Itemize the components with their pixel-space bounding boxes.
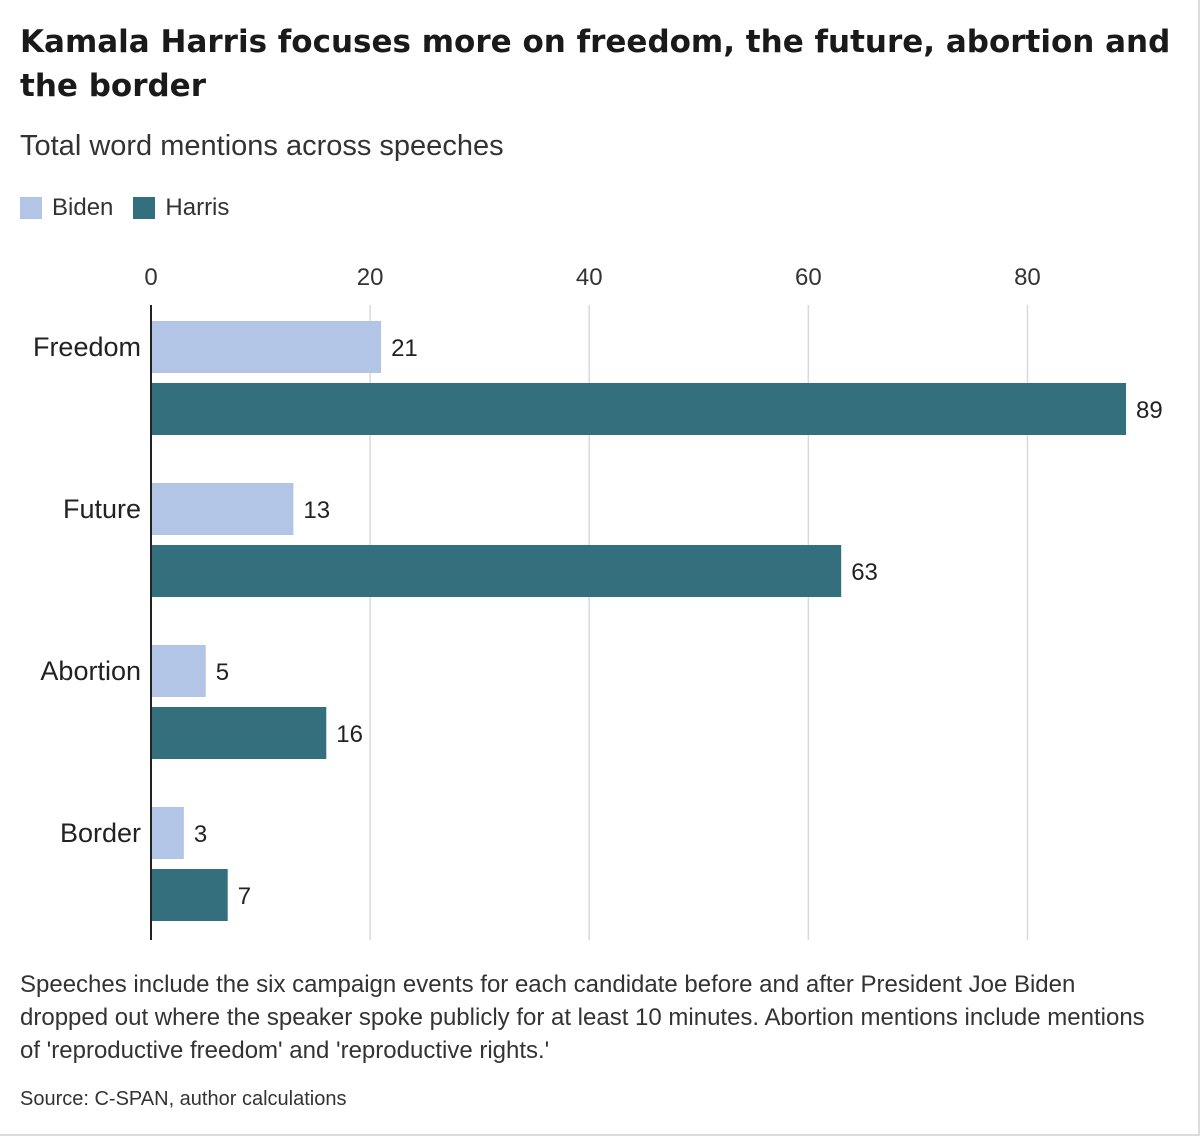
data-label-biden: 5 <box>216 659 229 686</box>
bar-biden-freedom <box>151 321 382 373</box>
x-tick-label: 80 <box>1014 264 1041 291</box>
category-label: Abortion <box>40 656 141 686</box>
bar-biden-border <box>151 807 184 859</box>
legend-item-harris: Harris <box>133 194 229 222</box>
bar-harris-border <box>151 869 228 921</box>
chart-subtitle: Total word mentions across speeches <box>20 130 504 162</box>
bar-harris-abortion <box>151 707 327 759</box>
legend-swatch-harris <box>133 197 156 219</box>
bar-harris-freedom <box>151 383 1127 435</box>
legend-label-biden: Biden <box>52 194 114 221</box>
data-label-biden: 13 <box>303 497 330 524</box>
bar-chart: 0 20 40 60 80 Freedom 21 89 Future 13 63 Abortion 5 1… <box>33 264 1163 940</box>
legend-item-biden: Biden <box>20 194 113 222</box>
legend: Biden Harris <box>20 194 229 222</box>
x-tick-label: 20 <box>357 264 384 291</box>
x-tick-label: 60 <box>795 264 822 291</box>
legend-label-harris: Harris <box>165 194 230 221</box>
data-label-harris: 7 <box>238 883 251 910</box>
chart-source: Source: C-SPAN, author calculations <box>20 1088 347 1110</box>
bar-biden-abortion <box>151 645 206 697</box>
data-label-harris: 63 <box>851 559 878 586</box>
chart-note: Speeches include the six campaign events… <box>20 971 1145 1064</box>
frame-right-border <box>1198 0 1200 1136</box>
data-label-biden: 21 <box>391 335 418 362</box>
bar-harris-future <box>151 545 842 597</box>
category-label: Future <box>63 494 141 524</box>
chart-title: Kamala Harris focuses more on freedom, t… <box>20 24 1171 104</box>
data-label-harris: 16 <box>336 721 363 748</box>
bar-biden-future <box>151 483 294 535</box>
frame-bottom-border <box>0 1134 1200 1136</box>
data-label-harris: 89 <box>1136 397 1163 424</box>
legend-swatch-biden <box>20 197 42 219</box>
data-label-biden: 3 <box>194 821 207 848</box>
x-tick-label: 40 <box>576 264 603 291</box>
category-label: Border <box>60 818 141 848</box>
x-tick-label: 0 <box>144 264 157 291</box>
category-label: Freedom <box>33 332 141 362</box>
